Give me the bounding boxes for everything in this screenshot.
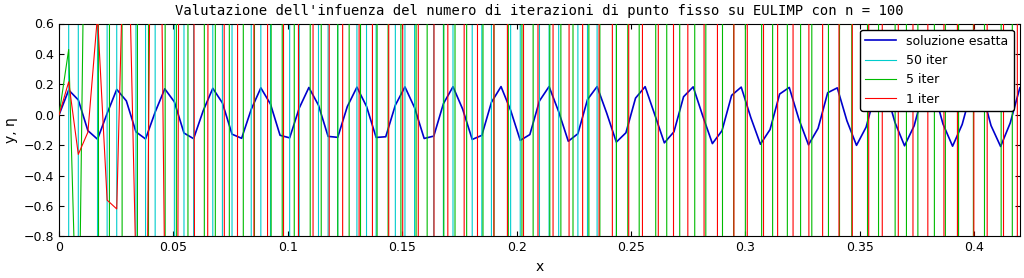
soluzione esatta	[495, 85, 507, 88]
Line: 5 iter: 5 iter	[59, 0, 1020, 278]
soluzione esatta	[53, 113, 66, 116]
soluzione esatta	[1014, 86, 1024, 90]
Legend: soluzione esatta, 50 iter, 5 iter, 1 iter: soluzione esatta, 50 iter, 5 iter, 1 ite…	[860, 30, 1014, 110]
soluzione esatta	[639, 85, 651, 88]
soluzione esatta	[735, 85, 748, 89]
50 iter	[53, 113, 66, 116]
Y-axis label: y, η: y, η	[4, 117, 18, 143]
soluzione esatta	[543, 85, 555, 88]
soluzione esatta	[293, 106, 305, 110]
Line: 1 iter: 1 iter	[59, 0, 1020, 278]
soluzione esatta	[994, 145, 1007, 148]
5 iter	[53, 113, 66, 116]
X-axis label: x: x	[536, 260, 544, 274]
Line: 50 iter: 50 iter	[59, 0, 626, 278]
soluzione esatta	[120, 99, 132, 103]
soluzione esatta	[783, 86, 796, 89]
1 iter	[53, 113, 66, 116]
Line: soluzione esatta: soluzione esatta	[59, 86, 1020, 147]
Title: Valutazione dell'infuenza del numero di iterazioni di punto fisso su EULIMP con : Valutazione dell'infuenza del numero di …	[175, 4, 904, 18]
